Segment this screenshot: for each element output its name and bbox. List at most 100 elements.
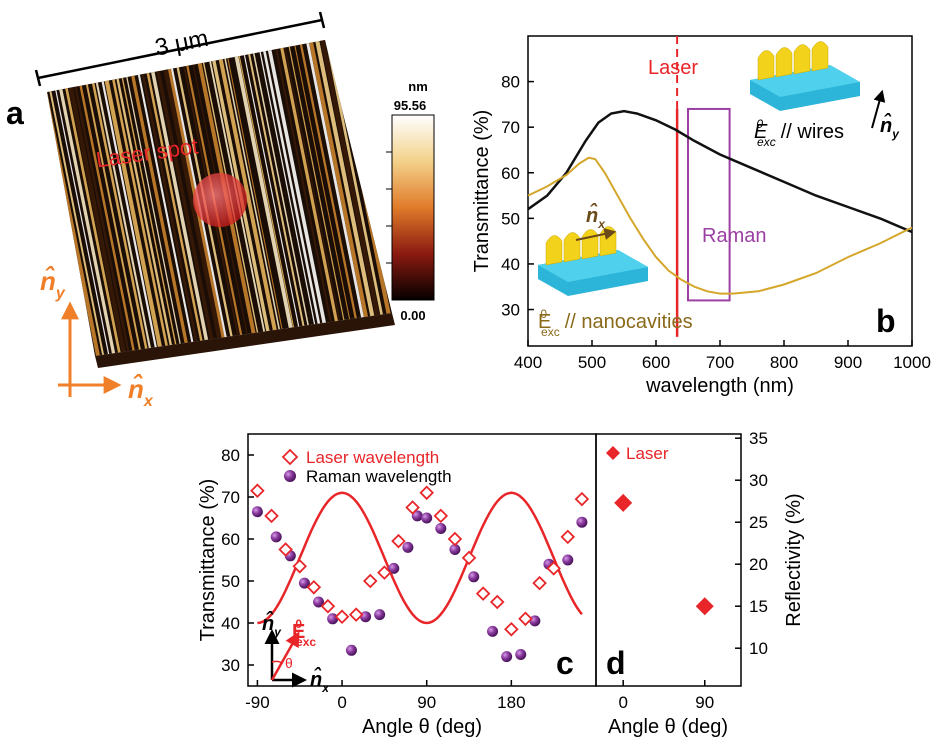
reflectivity-point — [614, 493, 633, 512]
laser-point — [278, 542, 293, 557]
raman-point — [270, 531, 282, 543]
raman-point — [345, 644, 357, 656]
laser-points — [250, 483, 590, 637]
laser-point — [377, 565, 392, 580]
raman-point — [298, 577, 310, 589]
cav-nx-label: n̂x — [586, 202, 606, 231]
raman-point — [360, 611, 372, 623]
c-y-tick-label: 50 — [221, 572, 240, 591]
c-x-axis-label: Angle θ (deg) — [362, 716, 482, 738]
wires-ny-arrow — [871, 89, 886, 129]
scale-bar-end-left — [34, 69, 42, 87]
laser-point — [461, 550, 477, 566]
laser-point — [447, 531, 463, 547]
wires-field-label: E0 exc// wires — [754, 117, 844, 149]
laser-point — [433, 508, 449, 524]
ny-label: n̂y — [40, 265, 66, 302]
c-y-tick-label: 30 — [221, 656, 240, 675]
b-y-tick-label: 80 — [501, 73, 520, 92]
laser-point — [334, 609, 350, 624]
c-x-tick-label: 90 — [417, 693, 436, 712]
raman-point — [435, 523, 447, 534]
d-y-tick-label: 15 — [749, 597, 768, 616]
c-x-tick-label: 0 — [337, 693, 346, 712]
laser-point — [419, 485, 434, 501]
nanocavities-structure-icon — [538, 226, 648, 296]
axes-c: -90 0 90 180 30 40 50 60 70 80 — [221, 446, 525, 712]
colorbar-min: 0.00 — [400, 308, 425, 323]
d-y-tick-label: 20 — [749, 555, 768, 574]
d-y-tick-label: 35 — [749, 429, 768, 448]
d-y-tick-label: 30 — [749, 471, 768, 490]
laser-point — [405, 500, 420, 515]
c-x-tick-label: -90 — [245, 693, 270, 712]
raman-point — [562, 554, 574, 566]
legend-label-laser-d: Laser — [626, 444, 669, 463]
laser-label: Laser — [648, 57, 698, 79]
reflectivity-point — [695, 597, 714, 616]
laser-spot — [193, 173, 247, 227]
raman-point — [501, 651, 513, 663]
laser-point — [574, 491, 590, 507]
laser-point — [560, 529, 576, 545]
legend-marker-laser-d — [606, 446, 620, 460]
colorbar-max: 95.56 — [394, 98, 427, 113]
transmittance-nanocavities-line — [527, 156, 913, 295]
raman-label: Raman — [702, 225, 766, 247]
inset-nx-label: n̂x — [310, 666, 330, 695]
d-y-axis-label: Reflectivity (%) — [783, 493, 805, 626]
raman-point — [487, 625, 499, 637]
b-y-tick-label: 70 — [501, 118, 520, 137]
laser-point — [391, 533, 406, 549]
raman-points — [251, 506, 588, 663]
transmittance-wires-line — [527, 109, 913, 234]
c-y-tick-label: 40 — [221, 614, 240, 633]
b-y-axis-label: Transmittance (%) — [471, 110, 493, 273]
panel-a: a 3 μm Laser spot nm 95.56 0.00 n̂x n̂y — [6, 11, 435, 410]
laser-point — [489, 594, 505, 610]
b-x-axis-label: wavelength (nm) — [645, 375, 794, 397]
colorbar — [391, 114, 435, 301]
raman-point — [374, 609, 386, 621]
inset-ny-label: n̂y — [262, 610, 282, 639]
inset-field-arrow — [270, 631, 300, 681]
c-x-tick-label: 180 — [497, 693, 525, 712]
laser-point — [348, 607, 364, 622]
raman-point — [251, 506, 263, 518]
raman-point — [402, 541, 414, 553]
raman-point — [421, 512, 433, 524]
b-y-tick-label: 40 — [501, 255, 520, 274]
laser-point — [292, 559, 308, 574]
raman-point — [388, 562, 400, 574]
panel-a-label: a — [6, 95, 24, 131]
b-y-tick-label: 50 — [501, 209, 520, 228]
d-x-tick-label: 0 — [618, 693, 627, 712]
panel-d-label: d — [606, 645, 626, 681]
laser-point — [250, 483, 265, 498]
panel-c: -90 0 90 180 30 40 50 60 70 80 Laser wavelength R… — [197, 433, 597, 738]
b-x-tick-label: 600 — [642, 353, 670, 372]
b-x-tick-label: 800 — [770, 353, 798, 372]
raman-point — [411, 510, 423, 522]
raman-point — [327, 613, 339, 625]
panel-c-label: c — [556, 645, 574, 681]
c-y-tick-label: 60 — [221, 530, 240, 549]
scale-bar-end-right — [318, 11, 326, 29]
inset-theta-arc — [271, 660, 283, 665]
scale-bar — [37, 18, 323, 80]
laser-point — [475, 586, 491, 601]
panel-b: 400 500 600 700 800 900 1000 30 40 50 60 70 80 Laser… — [471, 35, 931, 397]
laser-fit-curve — [257, 491, 583, 625]
c-y-axis-label: Transmittance (%) — [197, 479, 219, 642]
laser-point — [362, 573, 378, 589]
b-x-tick-label: 1000 — [893, 353, 931, 372]
c-y-tick-label: 70 — [221, 488, 240, 507]
raman-point — [468, 571, 480, 583]
legend-label-laser: Laser wavelength — [306, 448, 439, 467]
laser-point — [504, 622, 519, 637]
laser-reflectivity-points — [614, 493, 714, 616]
raman-band — [687, 107, 731, 302]
b-y-tick-label: 30 — [501, 301, 520, 320]
scale-bar-label: 3 μm — [153, 25, 211, 62]
